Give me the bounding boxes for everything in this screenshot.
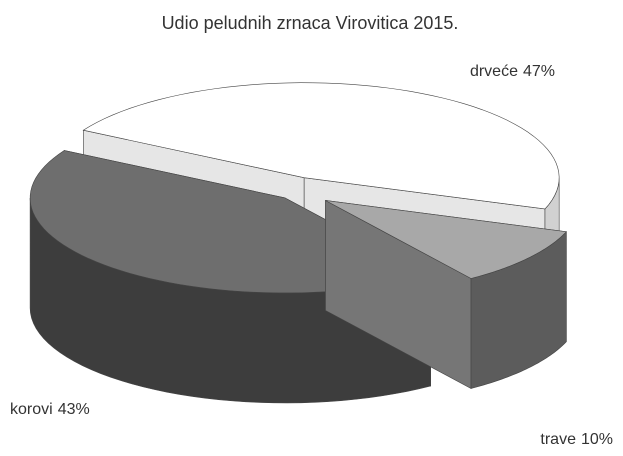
slice-value-label: 47% xyxy=(523,63,555,80)
slice-top xyxy=(325,200,567,279)
slice-category: trave xyxy=(540,431,576,448)
slice-category: korovi xyxy=(10,401,53,418)
slice-label: korovi 43% xyxy=(10,401,90,418)
slice-label: trave 10% xyxy=(540,431,613,448)
chart-title: Udio peludnih zrnaca Virovitica 2015. xyxy=(162,13,459,33)
slice-label: drveće 47% xyxy=(470,63,555,80)
slice-top xyxy=(82,82,560,210)
slice-value-label: 10% xyxy=(581,431,613,448)
slice-value-label: 43% xyxy=(58,401,90,418)
slice xyxy=(325,199,567,389)
slice-category: drveće xyxy=(470,63,518,80)
